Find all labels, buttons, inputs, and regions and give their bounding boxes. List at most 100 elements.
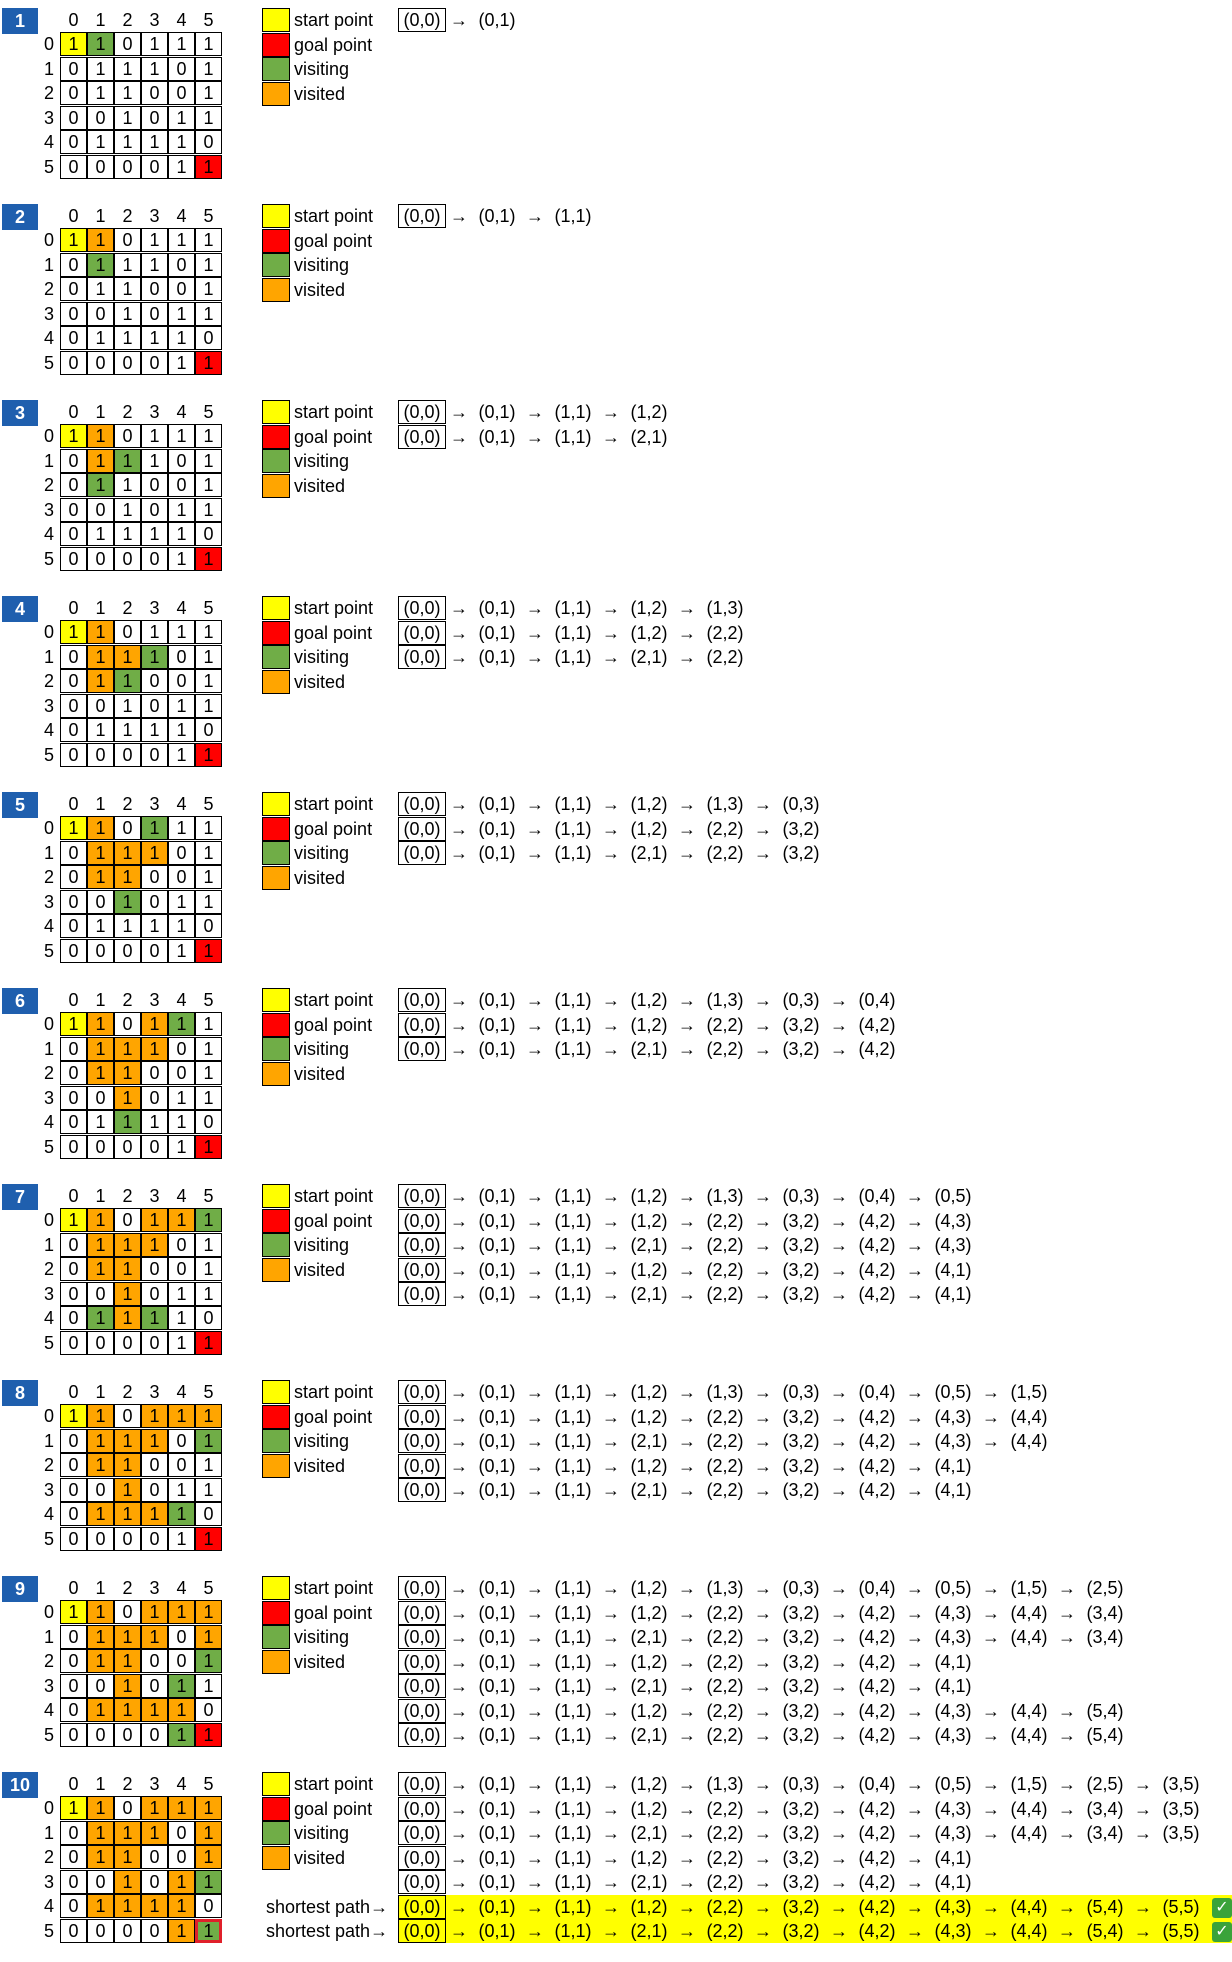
legend-swatch	[262, 473, 290, 498]
arrow-icon: →	[982, 1921, 1000, 1941]
path-node: (1,1)	[554, 1700, 592, 1721]
arrow-icon: →	[450, 794, 468, 814]
grid-cell: 1	[168, 1502, 195, 1526]
grid-row-label: 0	[43, 1798, 54, 1818]
path-node: (1,1)	[554, 1284, 592, 1304]
grid-cell: 0	[141, 1649, 168, 1673]
grid-column-label: 3	[149, 206, 160, 226]
grid-cell: 0	[114, 1722, 141, 1747]
legend-swatch	[262, 1796, 290, 1821]
path-node: (2,1)	[630, 1235, 668, 1255]
shortest-path-label: shortest path→	[266, 1896, 389, 1917]
path-node: (0,0)	[398, 204, 446, 228]
grid-cell: 1	[87, 865, 114, 889]
grid-row-label: 1	[43, 58, 54, 79]
grid-row-label: 5	[43, 744, 54, 765]
grid-cell: 1	[195, 350, 222, 375]
legend-label: visiting	[294, 255, 350, 275]
arrow-icon: →	[526, 1896, 544, 1917]
path-node: (0,0)	[398, 1208, 446, 1233]
path-node: (4,3)	[934, 1896, 972, 1917]
grid-column-label: 2	[122, 402, 133, 422]
arrow-icon: →	[906, 1186, 924, 1206]
path-node: (1,2)	[630, 1774, 668, 1794]
grid-cell: 1	[87, 840, 114, 865]
arrow-icon: →	[830, 1896, 848, 1917]
arrow-icon: →	[906, 1896, 924, 1917]
legend-swatch	[262, 1845, 290, 1870]
path-node: (1,1)	[554, 1847, 592, 1868]
grid-column-label: 0	[68, 10, 79, 30]
grid-column-label: 0	[68, 206, 79, 226]
grid-cell: 1	[168, 718, 195, 742]
arrow-icon: →	[678, 1627, 696, 1647]
arrow-icon: →	[450, 1382, 468, 1402]
grid-cell: 1	[141, 56, 168, 81]
grid-cell: 0	[87, 546, 114, 571]
path-node: (0,0)	[398, 792, 446, 816]
grid-cell: 1	[168, 1306, 195, 1330]
path-node: (0,0)	[398, 620, 446, 645]
path-node: (3,4)	[1086, 1627, 1124, 1647]
grid-row-label: 5	[43, 156, 54, 177]
path-node: (0,0)	[398, 1233, 446, 1257]
path-node: (0,3)	[782, 794, 820, 814]
path-node: (2,2)	[706, 818, 744, 839]
path-node: (4,2)	[858, 1651, 896, 1672]
arrow-icon: →	[1058, 1896, 1076, 1917]
grid-cell: 1	[87, 326, 114, 350]
grid-row-label: 4	[43, 328, 54, 348]
grid-cell: 1	[114, 1428, 141, 1453]
path-node: (1,2)	[630, 402, 668, 422]
legend-label: visited	[294, 475, 346, 496]
grid-cell: 1	[168, 1012, 195, 1036]
bfs-step: 10 0 1 2 3 4 5 0 1 1 0 1 1 1 1 0 1 1 1 0 1 2 0 1 1 0 0 1 3 0 0 1 0 1 1 4 0 1 1…	[0, 1766, 1232, 1962]
arrow-icon: →	[830, 1382, 848, 1402]
grid-cell: 1	[87, 1061, 114, 1085]
path-node: (2,2)	[706, 1602, 744, 1623]
path-node: (4,1)	[934, 1676, 972, 1696]
grid-row-label: 0	[43, 1014, 54, 1034]
path-row: (0,0) → (0,1) → (1,1) → (2,1) → (2,2) → (3,2) → (4,2…	[398, 1821, 1206, 1845]
path-node: (1,1)	[554, 1186, 592, 1206]
arrow-icon: →	[906, 1210, 924, 1231]
path-row: (0,0) → (0,1) → (1,1) → (2,1) → (2,2) → (3,2) → (4,2…	[398, 1282, 978, 1306]
grid-column-label: 0	[68, 1774, 79, 1794]
legend-swatch	[262, 253, 290, 277]
grid-row-label: 3	[43, 1479, 54, 1500]
grid-cell: 0	[168, 1845, 195, 1869]
legend-swatch	[262, 841, 290, 865]
grid-cell: 1	[114, 865, 141, 889]
grid-cell: 1	[168, 1085, 195, 1110]
arrow-icon: →	[754, 1896, 772, 1917]
grid-cell: 0	[168, 1624, 195, 1649]
path-node: (2,5)	[1086, 1774, 1124, 1794]
arrow-icon: →	[602, 818, 620, 839]
grid-cell: 0	[114, 154, 141, 179]
grid-column-label: 0	[68, 1382, 79, 1402]
arrow-icon: →	[754, 1406, 772, 1427]
arrow-icon: →	[450, 1186, 468, 1206]
grid-cell: 1	[114, 889, 141, 914]
grid-cell: 0	[168, 277, 195, 301]
path-node: (2,1)	[630, 843, 668, 863]
legend-label: start point	[294, 1774, 374, 1794]
grid-cell: 0	[87, 1330, 114, 1355]
arrow-icon: →	[526, 1455, 544, 1476]
grid-cell: 1	[141, 1012, 168, 1036]
path-node: (4,3)	[934, 1921, 972, 1941]
path-node: (1,1)	[554, 1798, 592, 1819]
grid-cell: 1	[141, 252, 168, 277]
grid-cell: 1	[168, 1698, 195, 1722]
grid-cell: 0	[87, 693, 114, 718]
arrow-icon: →	[754, 1872, 772, 1892]
path-node: (0,0)	[398, 1674, 446, 1698]
arrow-icon: →	[602, 1578, 620, 1598]
grid-row-label: 4	[43, 132, 54, 152]
path-node: (1,5)	[1010, 1774, 1048, 1794]
path-node: (4,2)	[858, 1725, 896, 1745]
arrow-icon: →	[906, 1823, 924, 1843]
arrow-icon: →	[602, 1284, 620, 1304]
path-node: (3,2)	[782, 1602, 820, 1623]
arrow-icon: →	[602, 1847, 620, 1868]
